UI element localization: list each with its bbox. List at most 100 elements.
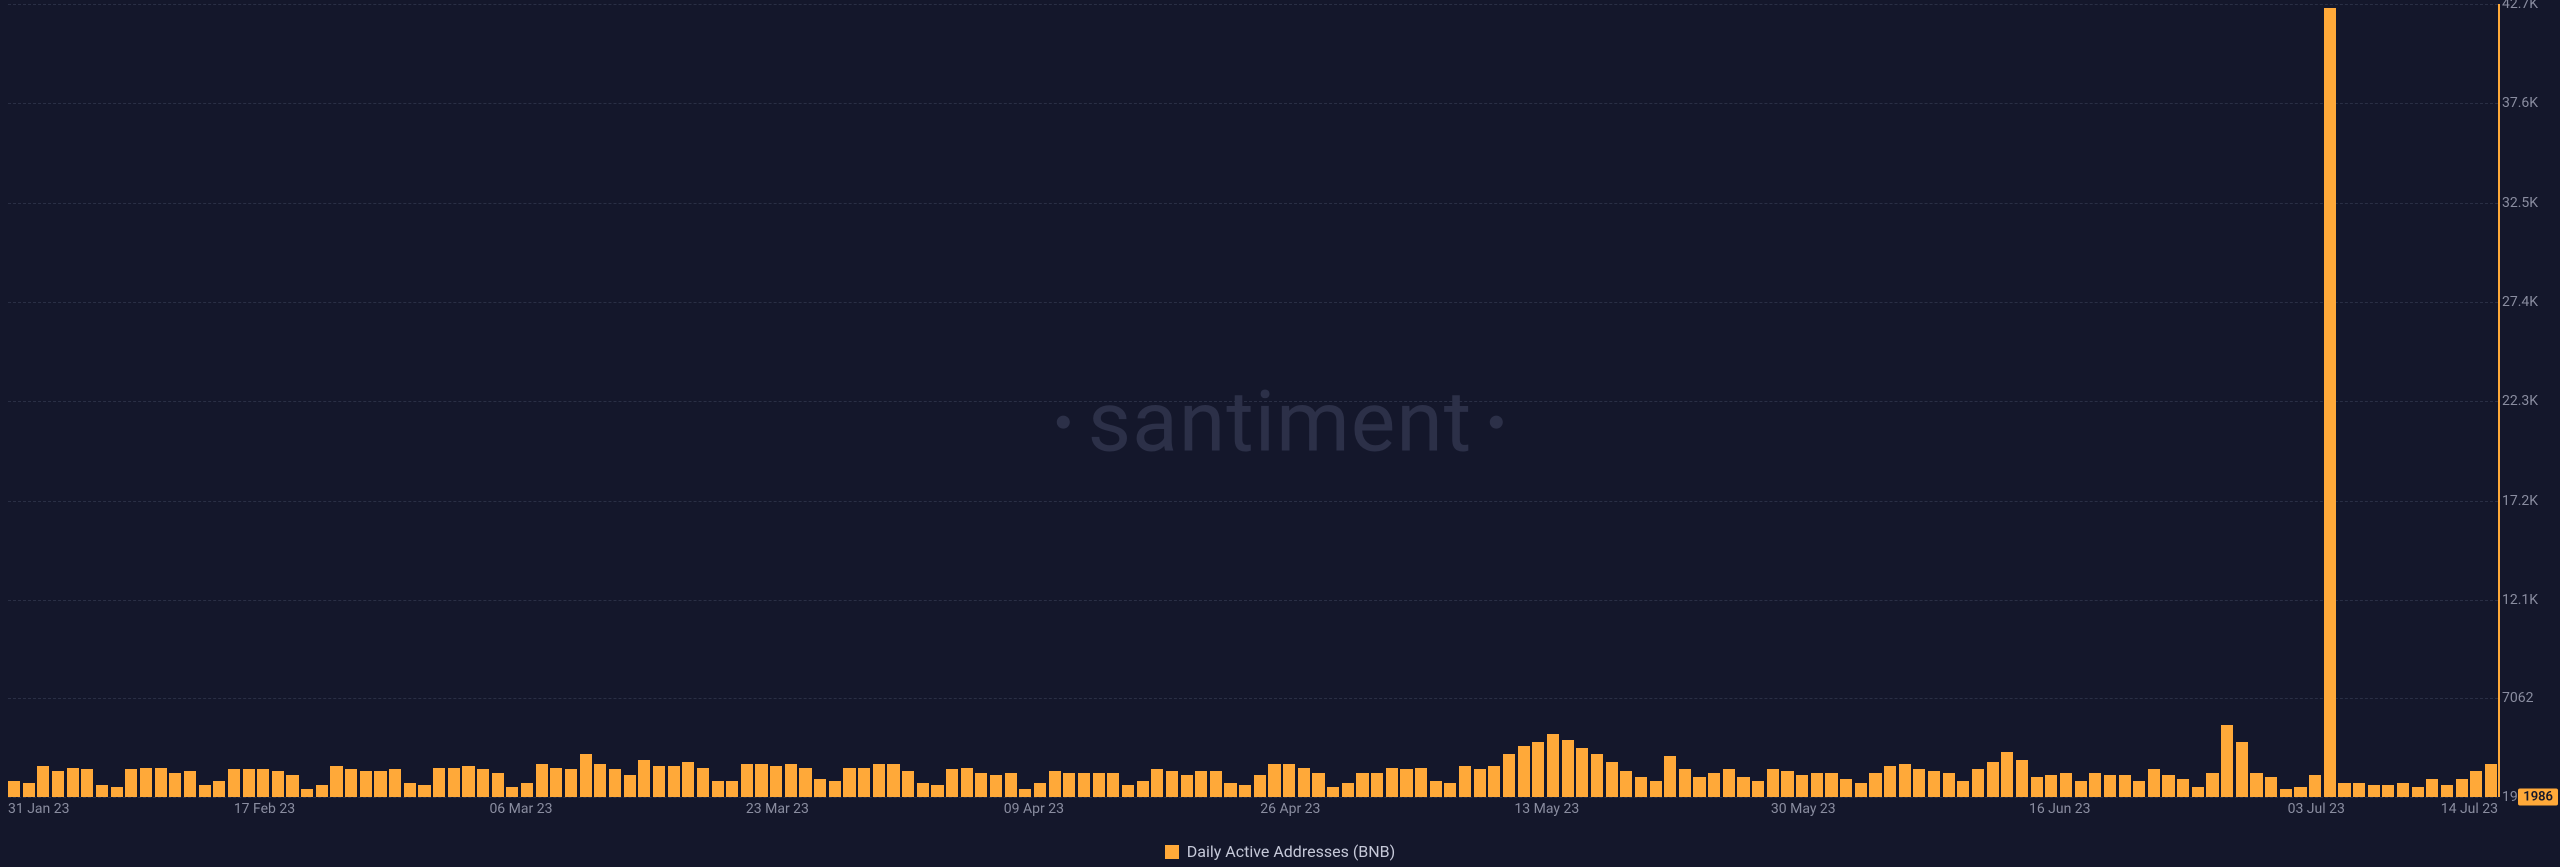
bar [755, 764, 767, 797]
x-tick-label: 16 Jun 23 [2029, 801, 2091, 817]
bar [1078, 773, 1090, 797]
bar [1503, 754, 1515, 797]
bar [155, 768, 167, 797]
bar [1943, 773, 1955, 797]
bar [946, 769, 958, 797]
y-axis-line [2498, 4, 2500, 797]
x-tick-label: 14 Jul 23 [2441, 801, 2498, 817]
bar [96, 785, 108, 797]
bar [1371, 773, 1383, 797]
bar [1298, 768, 1310, 797]
bar [1679, 769, 1691, 797]
bar [433, 768, 445, 797]
bar [111, 787, 123, 797]
bar [1107, 773, 1119, 797]
bar [829, 781, 841, 797]
bar [374, 771, 386, 797]
bar [67, 768, 79, 797]
bar [2060, 773, 2072, 797]
bar [1576, 748, 1588, 797]
x-tick-label: 17 Feb 23 [234, 801, 295, 817]
bar [1606, 762, 1618, 797]
bar [2104, 775, 2116, 797]
bar [1635, 777, 1647, 797]
bar [2485, 764, 2497, 797]
bar [1166, 771, 1178, 797]
bar [1693, 777, 1705, 797]
legend-swatch-icon [1165, 845, 1179, 859]
bar [2177, 779, 2189, 797]
bar [2119, 775, 2131, 797]
bar [1181, 775, 1193, 797]
bar [2133, 781, 2145, 797]
bar [1913, 769, 1925, 797]
bar [2470, 771, 2482, 797]
bar [257, 769, 269, 797]
x-tick-label: 06 Mar 23 [489, 801, 552, 817]
bar [2324, 8, 2336, 797]
bar [1210, 771, 1222, 797]
x-tick-label: 26 Apr 23 [1260, 801, 1320, 817]
bar [2265, 777, 2277, 797]
bar [1737, 777, 1749, 797]
bar [1547, 734, 1559, 797]
bar [1137, 781, 1149, 797]
bar [653, 766, 665, 797]
y-tick-label: 37.6K [2502, 95, 2538, 111]
bar-series [8, 4, 2498, 797]
bar [712, 781, 724, 797]
bar [814, 779, 826, 797]
bar [1122, 785, 1134, 797]
bar [770, 766, 782, 797]
bar [462, 766, 474, 797]
bar [2294, 787, 2306, 797]
y-tick-label: 12.1K [2502, 592, 2538, 608]
bar [1972, 769, 1984, 797]
bar [1488, 766, 1500, 797]
bar [2309, 775, 2321, 797]
bar [1591, 754, 1603, 797]
bar [785, 764, 797, 797]
bar [243, 769, 255, 797]
bar [448, 768, 460, 797]
bar [1664, 756, 1676, 797]
bar [1532, 742, 1544, 797]
bar [81, 769, 93, 797]
bar [536, 764, 548, 797]
bar [1562, 740, 1574, 797]
bar [1254, 775, 1266, 797]
bar [1928, 771, 1940, 797]
bar [2148, 769, 2160, 797]
bar [1796, 775, 1808, 797]
bar [1474, 769, 1486, 797]
y-tick-label: 7062 [2502, 690, 2533, 706]
bar [1195, 771, 1207, 797]
bar [799, 768, 811, 797]
bar [1869, 773, 1881, 797]
bar [1825, 773, 1837, 797]
x-tick-label: 13 May 23 [1514, 801, 1579, 817]
bar [1239, 785, 1251, 797]
bar [1650, 781, 1662, 797]
bar [2382, 785, 2394, 797]
plot-area [8, 4, 2498, 797]
bar [2089, 773, 2101, 797]
bar [1415, 768, 1427, 797]
bar [477, 769, 489, 797]
bar [741, 764, 753, 797]
bar [1356, 773, 1368, 797]
bar [140, 768, 152, 797]
bar [301, 789, 313, 797]
bar [697, 768, 709, 797]
x-axis-ticks: 31 Jan 2317 Feb 2306 Mar 2323 Mar 2309 A… [8, 801, 2498, 819]
legend: Daily Active Addresses (BNB) [0, 842, 2560, 861]
x-tick-label: 30 May 23 [1771, 801, 1836, 817]
bar [8, 781, 20, 797]
bar [2001, 752, 2013, 797]
bar [1093, 773, 1105, 797]
bar [2412, 787, 2424, 797]
bar [2250, 773, 2262, 797]
bar [506, 787, 518, 797]
bar [1884, 766, 1896, 797]
bar [125, 769, 137, 797]
